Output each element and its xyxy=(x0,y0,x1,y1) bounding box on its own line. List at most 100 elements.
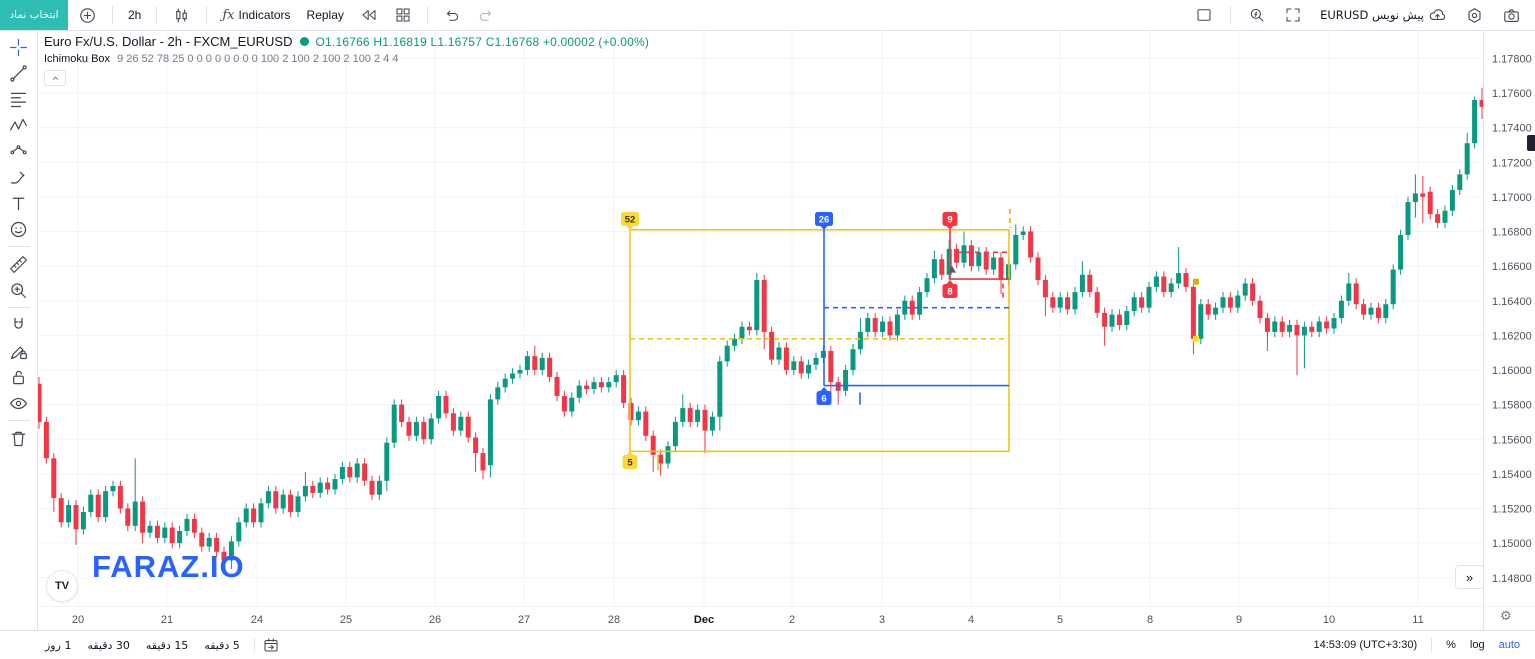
brush-tool-icon[interactable] xyxy=(4,164,34,190)
price-axis-label[interactable]: 1.16000 xyxy=(1492,365,1532,377)
time-axis-label[interactable]: 9 xyxy=(1236,614,1242,626)
quick-search-button[interactable] xyxy=(1242,3,1272,27)
interval-button[interactable]: 2h xyxy=(128,8,142,22)
tradingview-logo[interactable]: TV xyxy=(46,570,78,602)
price-axis-label[interactable]: 1.15200 xyxy=(1492,504,1532,516)
price-axis-label[interactable]: 1.14800 xyxy=(1492,573,1532,585)
time-axis-label[interactable]: 27 xyxy=(518,614,530,626)
search-icon xyxy=(1248,6,1266,24)
indicators-button[interactable]: ƒx Indicators xyxy=(216,5,296,26)
signal-marker xyxy=(1193,278,1199,285)
range-button[interactable]: 5 دقیقه xyxy=(204,638,240,652)
price-axis-label[interactable]: 1.16800 xyxy=(1492,227,1532,239)
top-toolbar: انتخاب نماد 2h ƒx Indicators Replay xyxy=(0,0,1535,31)
time-axis-label[interactable]: 10 xyxy=(1323,614,1335,626)
fullscreen-button[interactable] xyxy=(1278,3,1308,27)
overlay-tag-9[interactable]: 9 xyxy=(942,212,958,230)
range-button[interactable]: 1 روز xyxy=(45,638,72,652)
time-axis-label[interactable]: Dec xyxy=(694,614,714,626)
svg-text:5: 5 xyxy=(627,458,633,469)
time-axis-label[interactable]: 26 xyxy=(429,614,441,626)
fib-retracement-tool-icon[interactable] xyxy=(4,86,34,112)
time-axis-label[interactable]: 21 xyxy=(161,614,173,626)
symbol-select-button[interactable]: انتخاب نماد xyxy=(0,0,68,30)
time-axis-label[interactable]: 3 xyxy=(879,614,885,626)
forecast-tool-icon[interactable] xyxy=(4,138,34,164)
time-axis-label[interactable]: 4 xyxy=(968,614,974,626)
snapshot-button[interactable] xyxy=(1496,3,1527,28)
price-axis-label[interactable]: 1.16400 xyxy=(1492,296,1532,308)
lock-drawings-tool-icon[interactable] xyxy=(4,364,34,390)
jump-back-button[interactable] xyxy=(354,3,384,27)
time-axis-label[interactable]: 24 xyxy=(251,614,263,626)
footer-right-group: 14:53:09 (UTC+3:30) % log auto xyxy=(1308,637,1535,653)
plot-area[interactable] xyxy=(37,87,1485,570)
xabcd-pattern-tool-icon[interactable] xyxy=(4,112,34,138)
scroll-to-realtime-button[interactable]: » xyxy=(1455,565,1484,589)
overlay-tag-6[interactable]: 6 xyxy=(816,387,832,405)
indicator-params: 9 26 52 78 25 0 0 0 0 0 0 0 0 100 2 100 … xyxy=(117,53,399,65)
time-axis-label[interactable]: 2 xyxy=(789,614,795,626)
time-axis-label[interactable]: 28 xyxy=(608,614,620,626)
undo-button[interactable] xyxy=(437,3,467,27)
candles-icon xyxy=(172,6,191,25)
price-axis-label[interactable]: 1.16200 xyxy=(1492,330,1532,342)
zoom-in-tool-icon[interactable] xyxy=(4,277,34,303)
time-axis-label[interactable]: 8 xyxy=(1147,614,1153,626)
candlestick-series xyxy=(37,87,1483,570)
redo-button[interactable] xyxy=(471,3,501,27)
layout-grid-button[interactable] xyxy=(388,3,418,27)
price-axis-label[interactable]: 1.17400 xyxy=(1492,123,1532,135)
add-symbol-button[interactable] xyxy=(72,3,103,28)
svg-text:26: 26 xyxy=(819,215,830,226)
time-axis-label[interactable]: 5 xyxy=(1057,614,1063,626)
crosshair-tool-icon[interactable] xyxy=(4,34,34,60)
overlay-tag-52[interactable]: 52 xyxy=(621,212,639,230)
indicator-name[interactable]: Ichimoku Box xyxy=(44,53,111,65)
auto-scale-button[interactable]: auto xyxy=(1498,639,1520,651)
chart-style-button[interactable] xyxy=(166,3,197,28)
price-scale-settings-icon[interactable]: ⚙ xyxy=(1500,608,1512,623)
price-axis-label[interactable]: 1.17200 xyxy=(1492,157,1532,169)
ichimoku-box-overlay[interactable] xyxy=(629,208,1199,471)
clock-label[interactable]: 14:53:09 (UTC+3:30) xyxy=(1313,639,1418,651)
layout-select-button[interactable] xyxy=(1189,3,1219,27)
overlay-tag-8[interactable]: 8 xyxy=(942,280,958,298)
ruler-tool-icon[interactable] xyxy=(4,251,34,277)
plus-circle-icon xyxy=(78,6,97,25)
go-to-date-icon[interactable] xyxy=(262,636,280,654)
magnet-tool-icon[interactable] xyxy=(4,312,34,338)
price-axis-label[interactable]: 1.16600 xyxy=(1492,261,1532,273)
collapse-legend-button[interactable] xyxy=(44,70,66,86)
axes[interactable]: 1.17800 1.17600 1.17400 1.17200 1.17000 1.168… xyxy=(37,30,1535,631)
log-scale-button[interactable]: log xyxy=(1469,639,1485,651)
divider xyxy=(1230,6,1232,24)
time-axis-label[interactable]: 20 xyxy=(72,614,84,626)
replay-button[interactable]: Replay xyxy=(306,8,344,22)
price-axis-label[interactable]: 1.17600 xyxy=(1492,88,1532,100)
overlay-tag-5[interactable]: 5 xyxy=(622,451,638,469)
price-axis-label[interactable]: 1.15000 xyxy=(1492,538,1532,550)
save-layout-button[interactable]: پیش نویس EURUSD xyxy=(1314,3,1453,28)
range-button[interactable]: 15 دقیقه xyxy=(145,638,189,652)
time-axis-label[interactable]: 11 xyxy=(1412,614,1423,626)
price-axis-label[interactable]: 1.15600 xyxy=(1492,434,1532,446)
layout-name-label: پیش نویس EURUSD xyxy=(1320,8,1424,22)
price-axis-label[interactable]: 1.17000 xyxy=(1492,192,1532,204)
remove-drawings-tool-icon[interactable] xyxy=(4,425,34,451)
price-axis-label[interactable]: 1.15800 xyxy=(1492,400,1532,412)
symbol-title[interactable]: Euro Fx/U.S. Dollar - 2h - FXCM_EURUSD xyxy=(44,34,293,49)
drawing-lock-tool-icon[interactable] xyxy=(4,338,34,364)
chart-settings-button[interactable] xyxy=(1459,3,1490,28)
time-axis-label[interactable]: 25 xyxy=(340,614,352,626)
price-axis-label[interactable]: 1.15400 xyxy=(1492,469,1532,481)
emoji-tool-icon[interactable] xyxy=(4,216,34,242)
overlay-tag-26[interactable]: 26 xyxy=(815,212,833,230)
hide-drawings-tool-icon[interactable] xyxy=(4,390,34,416)
price-axis-label[interactable]: 1.17800 xyxy=(1492,53,1532,65)
text-tool-icon[interactable] xyxy=(4,190,34,216)
range-button[interactable]: 30 دقیقه xyxy=(87,638,130,652)
trend-line-tool-icon[interactable] xyxy=(4,60,34,86)
percent-scale-button[interactable]: % xyxy=(1446,639,1456,651)
